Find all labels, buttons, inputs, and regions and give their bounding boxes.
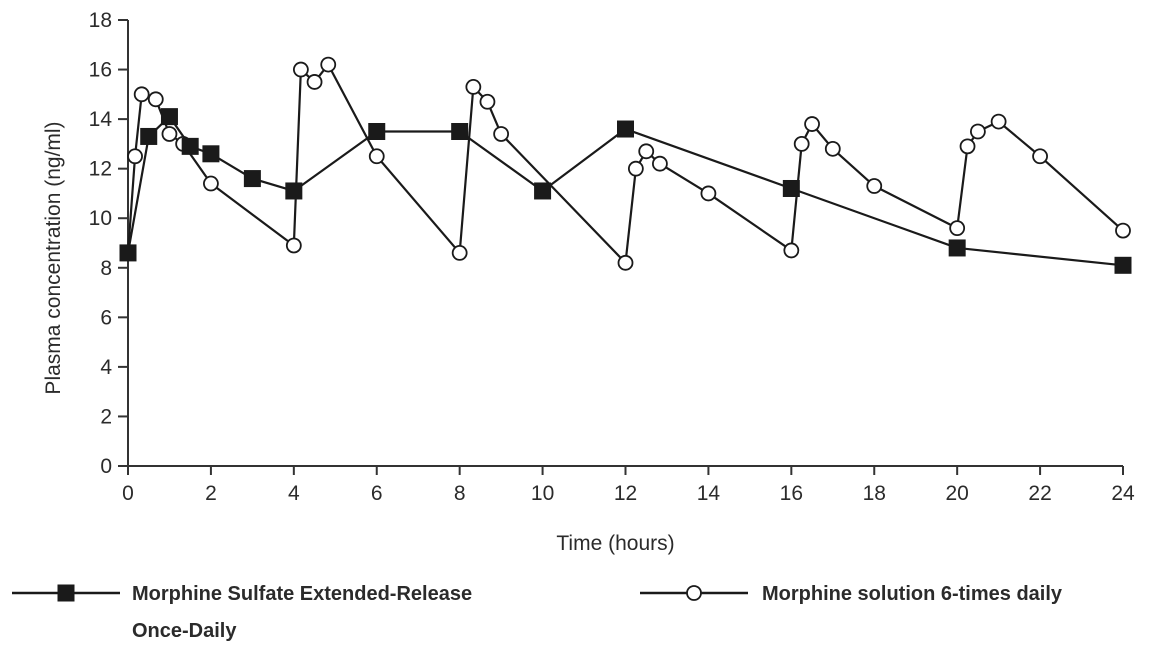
- er-data-point: [285, 182, 303, 200]
- solution-data-point: [959, 138, 976, 155]
- solution-data-point: [700, 185, 717, 202]
- er-data-point: [368, 123, 386, 140]
- er-data-point: [534, 182, 552, 200]
- y-axis-ticks: 0 2 4 6 8 10 12 14 16 18: [89, 9, 128, 478]
- solution-data-point: [652, 155, 668, 172]
- legend-item-solution: Morphine solution 6-times daily: [640, 583, 1063, 605]
- er-data-point: [243, 170, 261, 188]
- series-solution: [126, 56, 1131, 271]
- solution-data-point: [866, 178, 883, 194]
- er-data-point: [119, 244, 137, 262]
- solution-data-point: [479, 93, 496, 110]
- legend-label: Morphine Sulfate Extended-Release: [132, 583, 472, 605]
- x-tick-label: 2: [205, 482, 217, 505]
- series-extended-release: [119, 108, 1132, 274]
- er-data-point: [782, 179, 800, 197]
- x-tick-label: 4: [288, 482, 300, 505]
- y-tick-label: 18: [89, 9, 112, 32]
- er-data-point: [617, 120, 634, 138]
- er-data-point: [948, 239, 966, 257]
- y-tick-label: 10: [89, 207, 112, 230]
- solution-data-point: [1032, 148, 1048, 165]
- solution-data-point: [949, 220, 966, 237]
- y-tick-label: 12: [89, 158, 112, 181]
- solution-data-point: [638, 143, 655, 160]
- er-data-point: [140, 127, 158, 145]
- solution-data-point: [161, 126, 178, 142]
- solution-data-point: [969, 123, 986, 140]
- x-tick-label: 20: [945, 482, 968, 505]
- solution-data-point: [147, 91, 164, 108]
- solution-data-point: [990, 113, 1007, 130]
- x-tick-label: 6: [371, 482, 383, 505]
- legend-label: Morphine solution 6-times daily: [762, 583, 1063, 605]
- solution-data-point: [320, 56, 337, 73]
- x-tick-label: 18: [863, 482, 886, 505]
- solution-data-point: [285, 237, 302, 254]
- x-tick-label: 10: [531, 482, 554, 505]
- solution-data-point: [451, 245, 468, 261]
- solution-data-point: [133, 86, 150, 103]
- solution-data-point: [793, 135, 810, 152]
- x-tick-label: 8: [454, 482, 466, 505]
- x-tick-label: 0: [122, 482, 134, 505]
- er-data-point: [160, 108, 178, 126]
- y-axis-title: Plasma concentration (ng/ml): [42, 121, 65, 394]
- solution-data-point: [127, 148, 143, 165]
- solution-data-point: [804, 116, 820, 132]
- legend-marker-square: [57, 584, 75, 602]
- y-tick-label: 4: [100, 356, 112, 379]
- x-tick-label: 12: [614, 482, 637, 505]
- x-tick-label: 14: [697, 482, 721, 505]
- solution-data-point: [493, 126, 510, 142]
- legend-label: Once-Daily: [132, 620, 237, 642]
- solution-data-point: [783, 242, 800, 259]
- solution-data-point: [627, 160, 644, 177]
- er-data-point: [451, 123, 469, 140]
- solution-data-point: [824, 140, 841, 157]
- y-tick-label: 2: [100, 405, 112, 428]
- solution-data-point: [465, 79, 482, 95]
- solution-data-point: [292, 61, 309, 78]
- y-tick-label: 6: [100, 306, 112, 329]
- series: [119, 56, 1132, 274]
- solution-data-point: [203, 175, 219, 192]
- axes: [127, 20, 1123, 467]
- x-tick-label: 22: [1028, 482, 1051, 505]
- x-axis-ticks: 0 2 4 6 8 10 12 14 16 18 20 22 24: [122, 466, 1135, 505]
- x-tick-label: 24: [1111, 482, 1135, 505]
- er-data-point: [1114, 256, 1132, 274]
- x-tick-label: 16: [780, 482, 803, 505]
- x-axis-title: Time (hours): [556, 532, 674, 555]
- y-tick-label: 8: [100, 257, 112, 280]
- er-data-point: [181, 137, 199, 155]
- y-tick-label: 14: [89, 108, 113, 131]
- legend-marker-circle: [686, 585, 702, 601]
- legend: Morphine Sulfate Extended-Release Once-Da…: [12, 583, 1063, 642]
- solution-data-point: [617, 254, 634, 271]
- legend-item-extended-release: Morphine Sulfate Extended-Release Once-Da…: [12, 583, 472, 642]
- y-tick-label: 0: [100, 455, 112, 478]
- y-tick-label: 16: [89, 59, 112, 82]
- er-data-point: [202, 145, 220, 163]
- solution-data-point: [1115, 222, 1131, 239]
- solution-data-point: [368, 148, 385, 165]
- series-line: [126, 63, 1124, 264]
- solution-data-point: [306, 74, 323, 90]
